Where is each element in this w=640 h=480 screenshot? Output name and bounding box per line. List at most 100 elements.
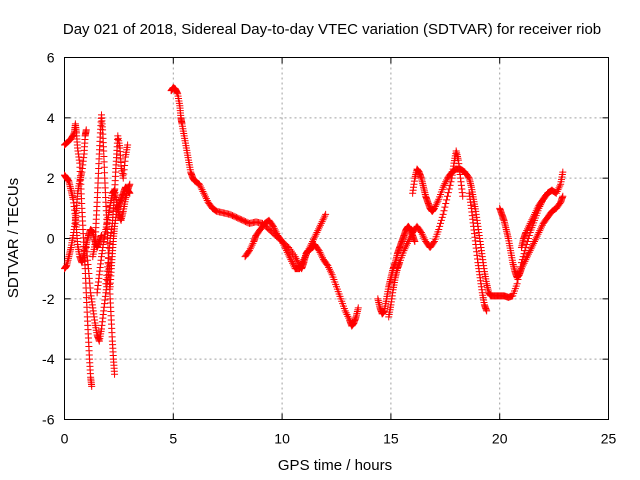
data-point xyxy=(418,230,426,238)
data-point xyxy=(272,228,280,236)
data-point xyxy=(287,256,295,264)
data-point xyxy=(316,221,324,229)
data-point xyxy=(316,248,324,256)
data-point xyxy=(248,241,256,249)
data-point xyxy=(286,254,294,262)
data-point xyxy=(532,234,540,242)
data-point xyxy=(526,219,534,227)
y-tick-label: 0 xyxy=(47,231,55,247)
data-point xyxy=(401,245,409,253)
data-point xyxy=(555,184,563,192)
data-point xyxy=(323,260,331,268)
data-point xyxy=(301,254,309,262)
data-point xyxy=(553,187,561,195)
data-point xyxy=(446,181,454,189)
data-point xyxy=(531,210,539,218)
data-point xyxy=(441,180,449,188)
data-point xyxy=(519,261,527,269)
data-point xyxy=(283,248,291,256)
data-point xyxy=(305,245,313,253)
data-point xyxy=(403,239,411,247)
data-point xyxy=(525,231,533,239)
data-point xyxy=(513,280,521,288)
x-tick-label: 10 xyxy=(274,431,290,447)
data-point xyxy=(97,231,105,239)
data-point xyxy=(524,252,532,260)
data-point xyxy=(287,247,295,255)
data-point xyxy=(556,182,564,190)
data-point xyxy=(270,224,278,232)
data-point xyxy=(198,186,206,194)
data-point xyxy=(282,245,290,253)
data-point xyxy=(531,236,539,244)
data-point xyxy=(402,243,410,251)
data-point xyxy=(271,226,279,234)
data-point xyxy=(483,307,491,315)
data-point xyxy=(341,307,349,315)
data-point xyxy=(444,189,452,197)
data-point xyxy=(552,189,560,197)
data-point xyxy=(439,183,447,191)
data-point xyxy=(517,265,525,273)
data-point xyxy=(299,257,307,265)
data-point xyxy=(437,219,445,227)
data-point xyxy=(316,223,324,231)
data-point xyxy=(441,203,449,211)
y-tick-label: -6 xyxy=(42,412,55,428)
data-point xyxy=(200,189,208,197)
data-point xyxy=(529,214,537,222)
data-point xyxy=(309,236,317,244)
data-point xyxy=(319,254,327,262)
data-point xyxy=(416,227,424,235)
data-point xyxy=(318,252,326,260)
data-point xyxy=(307,241,315,249)
data-point xyxy=(524,223,532,231)
data-point xyxy=(273,230,281,238)
data-point xyxy=(285,252,293,260)
data-point xyxy=(302,252,310,260)
data-point xyxy=(537,223,545,231)
data-point xyxy=(523,254,531,262)
data-point xyxy=(525,248,533,256)
data-point xyxy=(304,247,312,255)
data-point xyxy=(443,176,451,184)
data-point xyxy=(317,219,325,227)
data-point xyxy=(124,141,132,149)
x-tick-label: 15 xyxy=(383,431,399,447)
data-point xyxy=(522,256,530,264)
data-point xyxy=(211,206,219,214)
data-point xyxy=(433,199,441,207)
data-point xyxy=(308,239,316,247)
data-point xyxy=(440,181,448,189)
data-point xyxy=(443,196,451,204)
y-tick-label: -2 xyxy=(42,291,55,307)
data-point xyxy=(559,192,567,200)
data-point xyxy=(82,126,90,134)
data-point xyxy=(111,370,119,378)
data-point xyxy=(534,230,542,238)
data-point xyxy=(306,243,314,251)
data-point xyxy=(292,254,300,262)
data-point xyxy=(278,238,286,246)
y-tick-label: 4 xyxy=(47,110,55,126)
data-point xyxy=(559,168,567,176)
data-point xyxy=(315,225,323,233)
data-point xyxy=(524,238,532,246)
data-point xyxy=(315,247,323,255)
data-point xyxy=(434,197,442,205)
data-point xyxy=(536,227,544,235)
data-point xyxy=(199,187,207,195)
x-tick-label: 5 xyxy=(169,431,177,447)
data-point xyxy=(300,256,308,264)
grid xyxy=(64,57,609,420)
data-point xyxy=(298,259,306,267)
data-point xyxy=(247,243,255,251)
data-point xyxy=(524,250,532,258)
data-point xyxy=(408,230,416,238)
data-point xyxy=(430,204,438,212)
data-point xyxy=(525,221,533,229)
data-point xyxy=(246,245,254,253)
data-point xyxy=(326,265,334,273)
x-tick-label: 25 xyxy=(601,431,617,447)
data-point xyxy=(88,382,96,390)
